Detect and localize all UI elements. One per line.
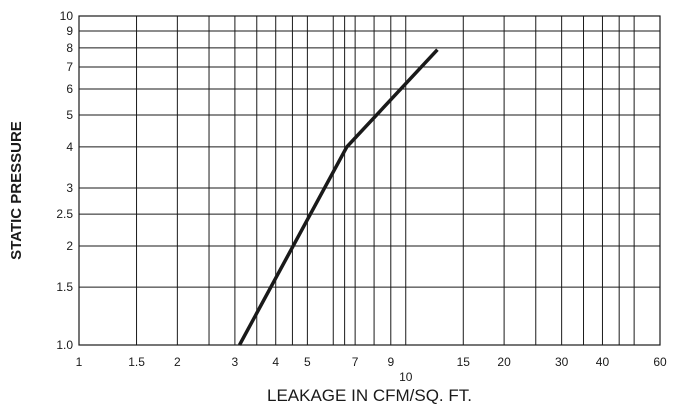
y-tick-label: 4 [66, 140, 73, 154]
y-tick-label: 1.0 [56, 338, 73, 352]
x-tick-label: 3 [232, 355, 239, 369]
x-tick-label: 30 [555, 355, 569, 369]
y-tick-label: 10 [60, 9, 74, 23]
x-tick-label: 10 [399, 370, 413, 384]
y-axis-label: STATIC PRESSURE [8, 121, 25, 260]
y-tick-label: 7 [66, 60, 73, 74]
x-tick-label: 5 [304, 355, 311, 369]
y-tick-label: 9 [66, 24, 73, 38]
x-tick-label: 9 [387, 355, 394, 369]
x-tick-label: 2 [174, 355, 181, 369]
x-tick-label: 15 [457, 355, 471, 369]
leakage-curve [237, 48, 439, 346]
x-tick-label: 4 [272, 355, 279, 369]
y-tick-labels: 1.0 1.5 2 2.5 3 4 5 6 7 8 910 [56, 9, 73, 352]
x-tick-label: 1.5 [128, 355, 145, 369]
y-tick-label: 3 [66, 181, 73, 195]
x-tick-label: 1 [76, 355, 83, 369]
x-axis-label: LEAKAGE IN CFM/SQ. FT. [267, 386, 472, 405]
x-tick-label: 20 [497, 355, 511, 369]
series-layer [237, 48, 439, 346]
y-tick-label: 2.5 [56, 207, 73, 221]
x-tick-label: 40 [596, 355, 610, 369]
plot-frame [78, 15, 661, 346]
y-tick-label: 8 [66, 41, 73, 55]
x-tick-label: 60 [653, 355, 667, 369]
x-tick-label: 7 [352, 355, 359, 369]
y-tick-label: 2 [66, 239, 73, 253]
grid-lines [79, 15, 661, 346]
y-tick-label: 5 [66, 108, 73, 122]
y-tick-label: 1.5 [56, 280, 73, 294]
x-tick-labels: 1 1.5 2 3 4 5 7 9 10 15 20 30 40 60 [76, 355, 667, 384]
y-tick-label: 6 [66, 82, 73, 96]
